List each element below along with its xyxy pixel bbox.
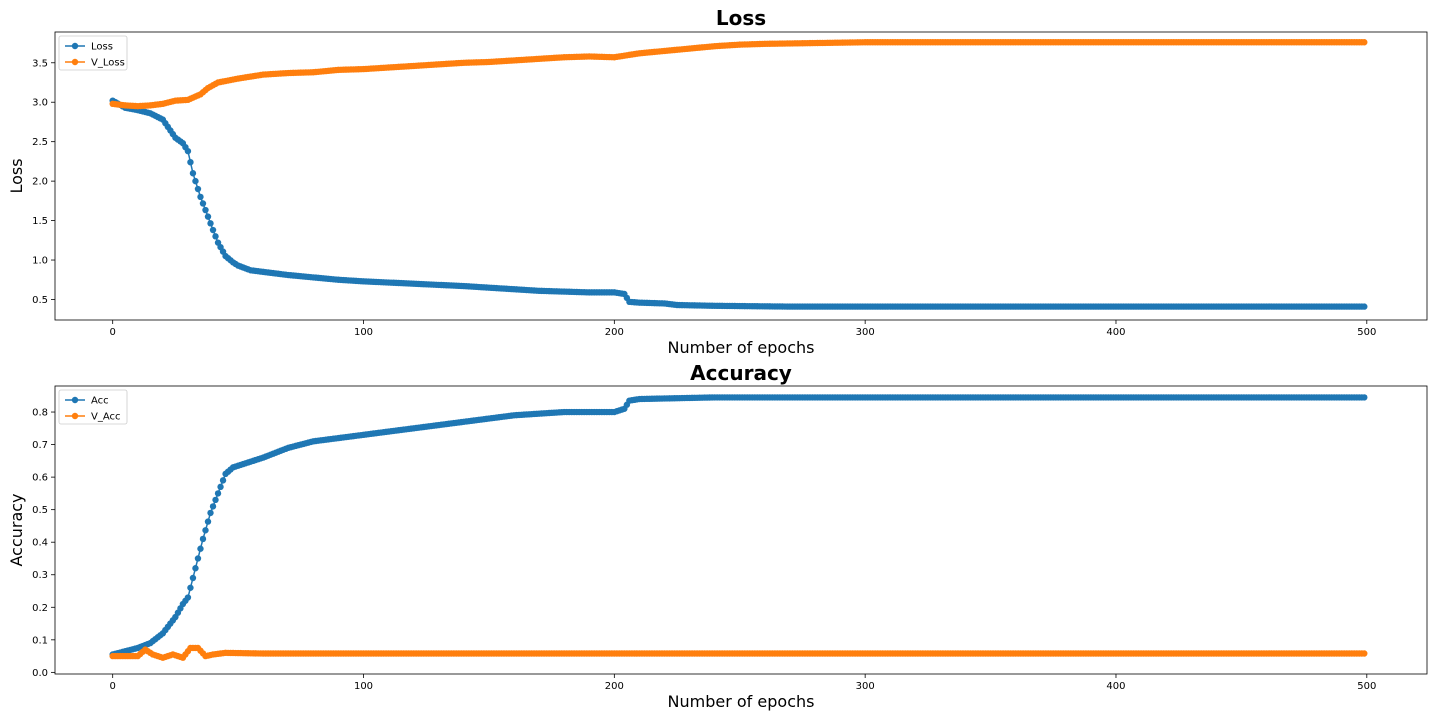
data-point xyxy=(1361,394,1368,401)
data-point xyxy=(209,226,217,234)
y-tick-label: 0.4 xyxy=(32,538,48,549)
data-point xyxy=(217,483,224,491)
y-tick-label: 2.5 xyxy=(32,137,48,148)
legend-label: Loss xyxy=(91,42,113,53)
y-tick-label: 3.0 xyxy=(32,98,48,109)
data-point xyxy=(194,555,202,562)
data-point xyxy=(209,503,217,510)
data-point xyxy=(197,193,204,201)
x-tick-label: 200 xyxy=(605,327,624,338)
data-point xyxy=(202,527,209,534)
legend-marker xyxy=(71,42,79,50)
x-tick-label: 0 xyxy=(110,327,116,338)
data-point xyxy=(1361,303,1368,310)
y-axis-label: Accuracy xyxy=(7,493,26,566)
data-point xyxy=(192,565,199,572)
series-v-loss xyxy=(109,39,1368,110)
data-point xyxy=(207,509,214,517)
plot-area xyxy=(54,385,1428,675)
data-point xyxy=(207,220,214,227)
data-point xyxy=(202,206,209,214)
y-tick-label: 3.5 xyxy=(32,58,48,69)
data-point xyxy=(212,496,219,504)
x-tick-label: 300 xyxy=(856,681,875,692)
x-tick-label: 100 xyxy=(354,681,373,692)
data-point xyxy=(212,233,219,240)
data-point xyxy=(1361,650,1368,657)
legend: Acc V_Acc xyxy=(58,389,128,425)
y-axis-label: Loss xyxy=(7,158,26,193)
x-tick-label: 400 xyxy=(1106,327,1125,338)
data-point xyxy=(187,158,194,166)
x-tick-label: 400 xyxy=(1106,681,1125,692)
y-tick-label: 0.2 xyxy=(32,603,48,614)
data-point xyxy=(204,518,212,525)
data-point xyxy=(204,213,212,220)
legend-marker xyxy=(71,396,79,404)
data-point xyxy=(1361,39,1368,46)
y-tick-label: 0.7 xyxy=(32,440,48,451)
y-tick-label: 0.0 xyxy=(32,668,48,679)
data-point xyxy=(184,594,192,601)
chart-loss: Loss Number of epochs Loss 0 100 200 300 400 500… xyxy=(7,6,1428,357)
x-tick-label: 200 xyxy=(605,681,624,692)
x-tick-label: 100 xyxy=(354,327,373,338)
data-point xyxy=(184,147,192,155)
data-point xyxy=(192,177,199,185)
legend-marker xyxy=(71,412,79,420)
y-tick-label: 0.5 xyxy=(32,295,48,306)
y-tick-label: 0.6 xyxy=(32,473,48,484)
x-tick-label: 300 xyxy=(856,327,875,338)
legend-label: V_Loss xyxy=(91,58,125,69)
x-tick-label: 0 xyxy=(110,681,116,692)
legend-label: V_Acc xyxy=(91,412,121,423)
series-acc xyxy=(109,394,1368,658)
data-point xyxy=(219,477,227,484)
data-point xyxy=(189,170,197,177)
y-tick-label: 1.0 xyxy=(32,256,48,267)
y-tick-label: 0.5 xyxy=(32,505,48,516)
data-point xyxy=(194,185,202,193)
legend-marker xyxy=(71,58,79,66)
data-point xyxy=(199,200,207,207)
y-tick-label: 2.0 xyxy=(32,177,48,188)
legend-label: Acc xyxy=(91,396,109,407)
y-tick-label: 1.5 xyxy=(32,216,48,227)
data-point xyxy=(189,574,197,582)
y-tick-label: 0.3 xyxy=(32,570,48,581)
data-point xyxy=(197,545,204,552)
x-axis-label: Number of epochs xyxy=(668,338,815,357)
data-point xyxy=(214,490,222,497)
legend: Loss V_Loss xyxy=(58,35,128,71)
x-tick-label: 500 xyxy=(1357,681,1376,692)
chart-title: Loss xyxy=(716,6,766,30)
data-point xyxy=(199,535,207,543)
chart-title: Accuracy xyxy=(690,361,792,385)
x-tick-label: 500 xyxy=(1357,327,1376,338)
x-axis-label: Number of epochs xyxy=(668,692,815,711)
y-tick-label: 0.1 xyxy=(32,635,48,646)
data-point xyxy=(187,584,194,591)
series-v-acc xyxy=(109,644,1368,661)
y-tick-label: 0.8 xyxy=(32,408,48,419)
chart-accuracy: Accuracy Number of epochs Accuracy 0 100 200 3… xyxy=(7,361,1428,711)
